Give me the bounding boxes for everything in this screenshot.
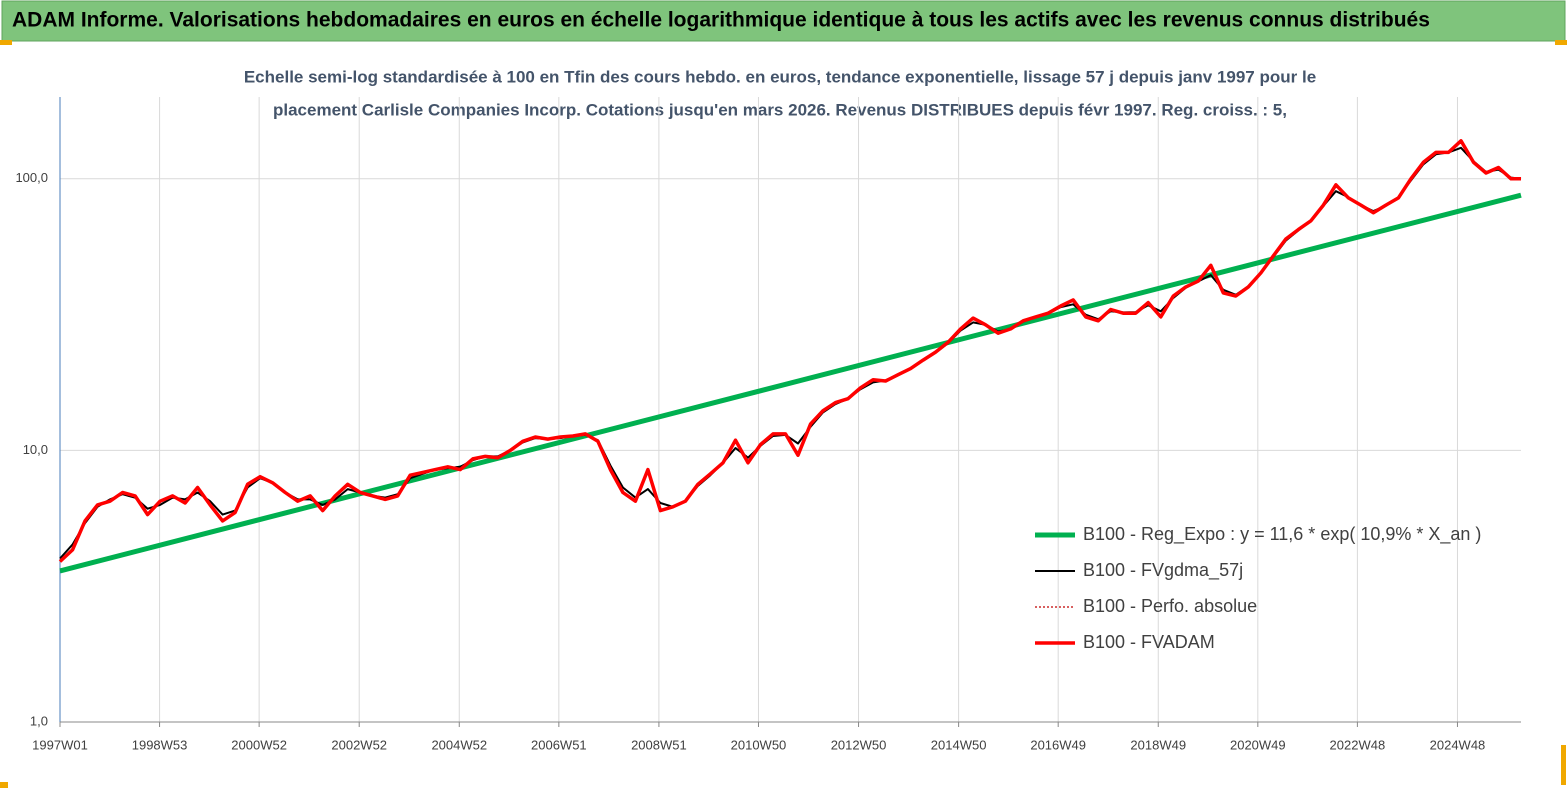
x-tick-label: 2012W50: [831, 737, 887, 752]
y-tick-label: 1,0: [30, 713, 48, 728]
legend-label: B100 - FVgdma_57j: [1083, 560, 1243, 581]
y-tick-label: 100,0: [15, 170, 48, 185]
x-tick-label: 1998W53: [132, 737, 188, 752]
legend-label: B100 - Perfo. absolue: [1083, 596, 1257, 616]
legend-label: B100 - Reg_Expo : y = 11,6 * exp( 10,9% …: [1083, 524, 1481, 545]
y-tick-label: 10,0: [23, 442, 48, 457]
legend-label: B100 - FVADAM: [1083, 632, 1215, 652]
x-tick-label: 2006W51: [531, 737, 587, 752]
x-tick-label: 1997W01: [32, 737, 88, 752]
x-tick-label: 2000W52: [231, 737, 287, 752]
series-line: [58, 139, 1521, 563]
x-tick-label: 2014W50: [931, 737, 987, 752]
series-line: [59, 192, 1522, 574]
x-tick-label: 2002W52: [331, 737, 387, 752]
x-tick-label: 2020W49: [1230, 737, 1286, 752]
x-tick-label: 2016W49: [1030, 737, 1086, 752]
corner: [0, 782, 8, 788]
subtitle: Echelle semi-log standardisée à 100 en T…: [244, 67, 1316, 86]
corner: [1555, 40, 1567, 45]
header-title: ADAM Informe. Valorisations hebdomadaire…: [12, 9, 1430, 32]
x-tick-label: 2010W50: [731, 737, 787, 752]
subtitle: placement Carlisle Companies Incorp. Cot…: [273, 100, 1287, 119]
x-tick-label: 2018W49: [1130, 737, 1186, 752]
x-tick-label: 2008W51: [631, 737, 687, 752]
corner: [0, 40, 12, 45]
x-tick-label: 2024W48: [1430, 737, 1486, 752]
x-tick-label: 2004W52: [431, 737, 487, 752]
header-bar: [1, 0, 1566, 42]
x-tick-label: 2022W48: [1330, 737, 1386, 752]
corner: [1561, 745, 1566, 785]
